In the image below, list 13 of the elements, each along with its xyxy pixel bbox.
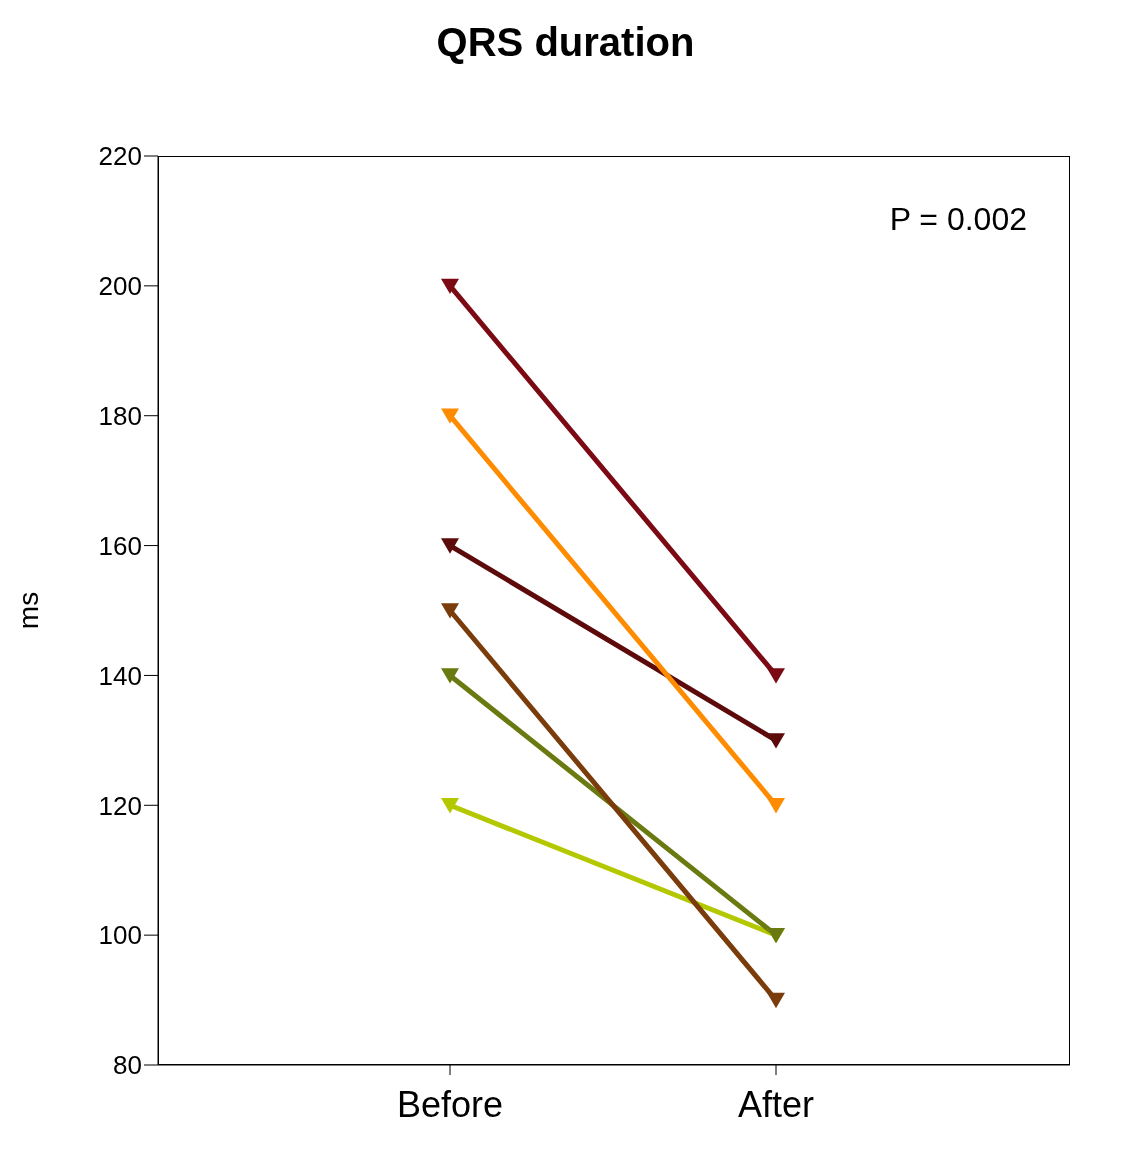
y-tick-label: 140: [98, 660, 142, 691]
y-tick-label: 200: [98, 271, 142, 302]
x-tick-label: Before: [396, 1083, 504, 1125]
y-tick-label: 80: [113, 1050, 142, 1081]
x-tick-label: After: [737, 1083, 815, 1125]
y-axis-title: ms: [12, 591, 44, 630]
y-tick-label: 180: [98, 400, 142, 431]
y-tick-label: 160: [98, 530, 142, 561]
chart-title: QRS duration: [435, 20, 696, 65]
y-tick-label: 220: [98, 141, 142, 172]
y-tick-label: 120: [98, 790, 142, 821]
y-tick-label: 100: [98, 920, 142, 951]
annotation: P = 0.002: [889, 201, 1027, 238]
